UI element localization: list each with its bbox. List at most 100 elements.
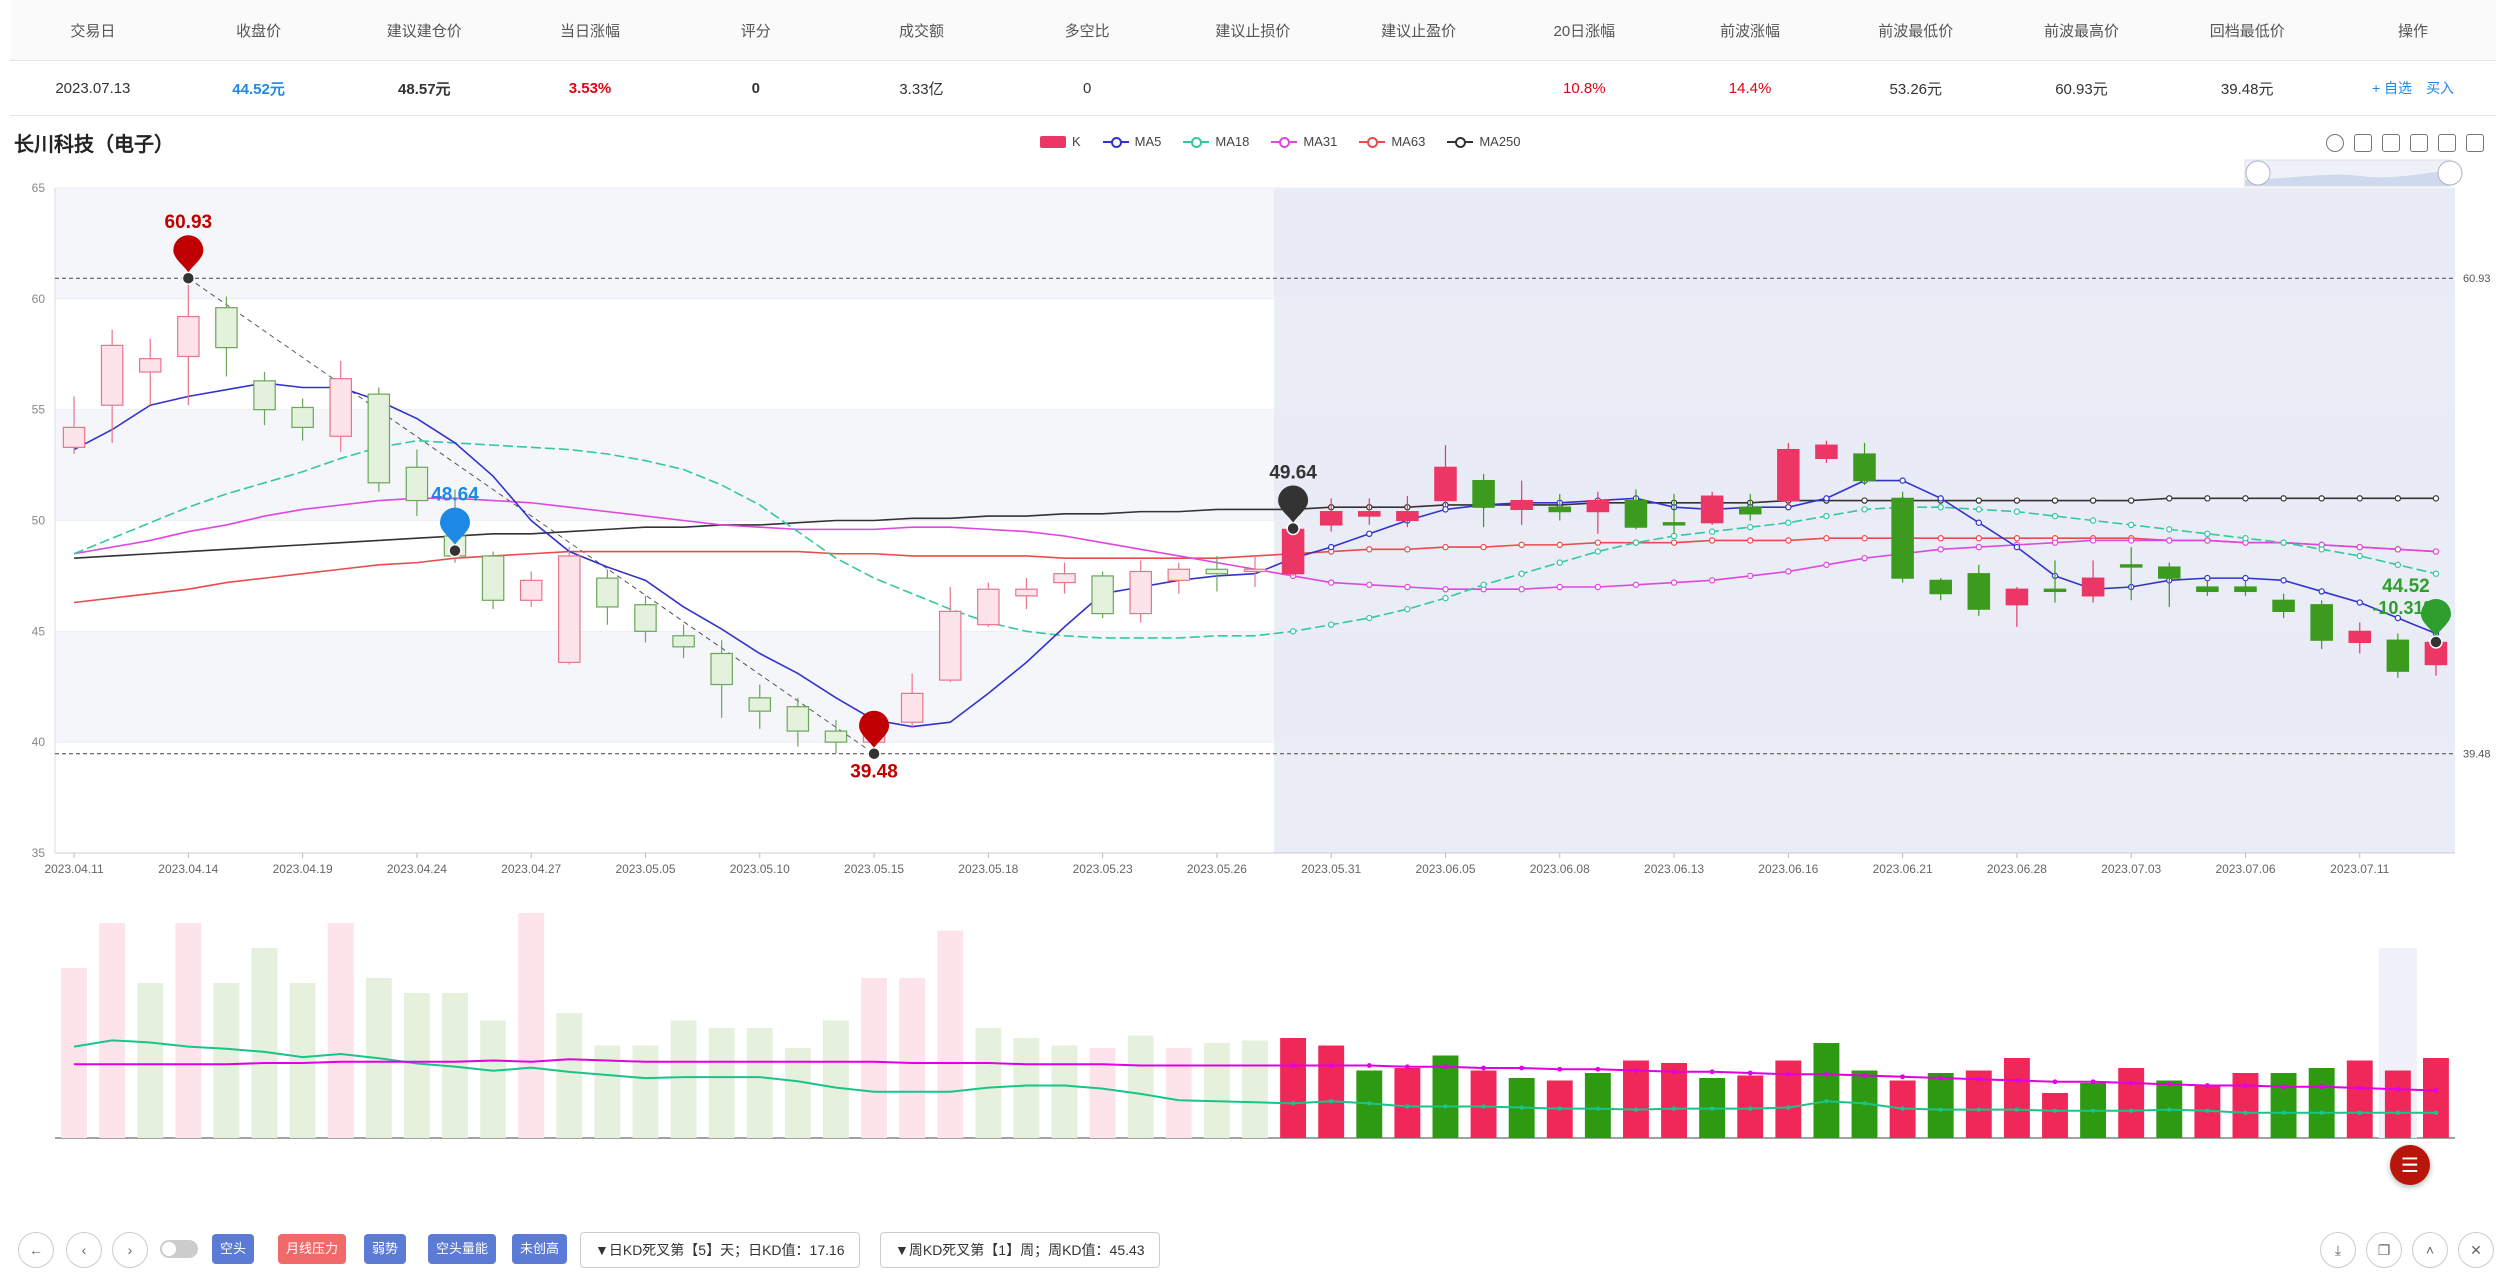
legend-item-k[interactable]: K [1040,134,1081,149]
download-icon[interactable] [2466,134,2484,152]
legend-item-ma63[interactable]: MA63 [1359,134,1425,149]
next-page-button[interactable]: › [112,1232,148,1268]
series-ma18-point [1670,532,1678,540]
volume-bar [289,983,316,1138]
first-page-button[interactable]: ← [18,1232,54,1268]
candle-body [672,635,695,648]
series-ma250-point [2280,495,2287,502]
series-ma31-point [1327,579,1335,586]
series-ma18-point [1975,506,1983,513]
candle-body [1853,453,1876,482]
series-ma18-point [2356,552,2363,560]
legend-label: MA5 [1134,134,1162,149]
signal-tag[interactable]: 空头量能 [428,1234,497,1264]
series-ma18-point [1404,605,1411,613]
menu-fab-button[interactable]: ☰ [2390,1145,2430,1185]
restore-icon[interactable] [2410,134,2428,152]
kline-chart[interactable]: 35 40 45 50 55 60 65 2023.04.11 2023.04.14 2023.0… [0,150,2506,1180]
y-tick-label: 65 [32,181,46,195]
series-ma31-point [2356,543,2363,551]
candle-body [2158,566,2181,579]
series-ma18-point [1518,570,1525,577]
y-tick-label: 45 [32,624,46,638]
header-cell: 多空比 [1004,0,1171,61]
buy-button[interactable]: 买入 [2426,80,2455,96]
header-cell: 建议止盈价 [1335,0,1502,61]
zoom-slider-area [2245,170,2450,186]
series-ma250 [74,497,2436,559]
volume-ma-fast-point [2128,1108,2134,1113]
legend-item-ma18[interactable]: MA18 [1183,134,1249,149]
candle-body [1624,499,1648,528]
candle-body [977,588,1000,626]
volume-bar [1965,1070,1992,1138]
clear-icon[interactable] [2438,134,2456,152]
legend-item-ma31[interactable]: MA31 [1271,134,1337,149]
series-ma63-point [1785,537,1792,544]
add-watchlist-button[interactable]: + 自选 [2371,80,2413,96]
series-ma250-point [2432,495,2440,502]
volume-ma-fast-point [1290,1101,1296,1106]
series-ma31-point [1518,586,1525,593]
legend-item-ma5[interactable]: MA5 [1102,134,1162,149]
scroll-top-button[interactable]: ˄ [2412,1232,2448,1268]
marker-anchor [448,543,462,558]
header-cell: 建议建仓价 [341,0,508,61]
cell-prev-wave-change: 14.4% [1667,60,1833,116]
chevron-left-icon: ‹ [81,1242,87,1258]
candle-body [481,555,505,601]
display-toggle[interactable] [160,1240,198,1258]
copy-button[interactable]: ❐ [2366,1232,2402,1268]
y-tick-label: 55 [32,403,46,417]
volume-bar [556,1013,583,1138]
x-tick-label: 2023.05.10 [730,862,790,876]
volume-bar [2042,1093,2068,1138]
header-cell: 操作 [2330,0,2496,61]
download-button[interactable]: ⤓ [2320,1232,2356,1268]
volume-bar [1584,1073,1611,1138]
volume-bar [2118,1068,2145,1138]
candle-body [900,692,924,723]
cell-turnover: 3.33亿 [838,60,1005,116]
series-ma5-point [2356,599,2363,606]
candle-body [1319,511,1343,526]
series-ma250-point [2242,495,2249,502]
candle-body [2310,604,2333,641]
zoom-out-icon[interactable] [2382,134,2400,152]
series-ma18-point [1556,559,1563,566]
volume-ma-fast-point [2014,1107,2020,1112]
signal-tag[interactable]: 未创高 [512,1234,568,1264]
series-ma18-point [1442,594,1449,602]
series-ma31-point [1556,583,1563,591]
marker-label: 49.64 [1269,462,1317,483]
refresh-icon[interactable] [2326,134,2344,152]
legend-swatch [1102,136,1129,148]
volume-bar [670,1020,697,1138]
candle-body [2272,599,2295,612]
summary-table: 交易日 收盘价 建议建仓价 当日涨幅 评分 成交额 多空比 建议止损价 建议止盈价 20日涨幅 前波… [10,0,2496,116]
candle-body [824,730,848,743]
volume-ma-fast-point [1900,1106,1905,1111]
legend-item-ma250[interactable]: MA250 [1447,134,1521,149]
volume-bar [2423,1058,2449,1138]
series-ma5-point [2394,614,2402,622]
candle-body [1053,573,1076,584]
marker-label: 39.48 [850,762,898,783]
zoom-in-icon[interactable] [2354,134,2372,152]
volume-ma-fast-point [2433,1110,2439,1115]
x-tick-label: 2023.05.18 [958,862,1018,876]
prev-page-button[interactable]: ‹ [66,1232,102,1268]
signal-tag[interactable]: 弱势 [364,1234,407,1264]
volume-bar [1661,1063,1687,1138]
series-ma5-point [1975,519,1983,526]
volume-ma-slow-point [1785,1071,1791,1077]
volume-ma-fast [73,1039,2436,1114]
x-tick-label: 2023.04.14 [158,862,218,876]
candle-body [1015,588,1038,597]
signal-tag[interactable]: 空头 [212,1234,255,1264]
volume-bar [1927,1073,1954,1138]
close-button[interactable]: ✕ [2458,1232,2494,1268]
signal-tag[interactable]: 月线压力 [278,1234,347,1264]
volume-ma-slow [74,1058,2436,1092]
volume-ma-fast-point [2319,1110,2324,1115]
